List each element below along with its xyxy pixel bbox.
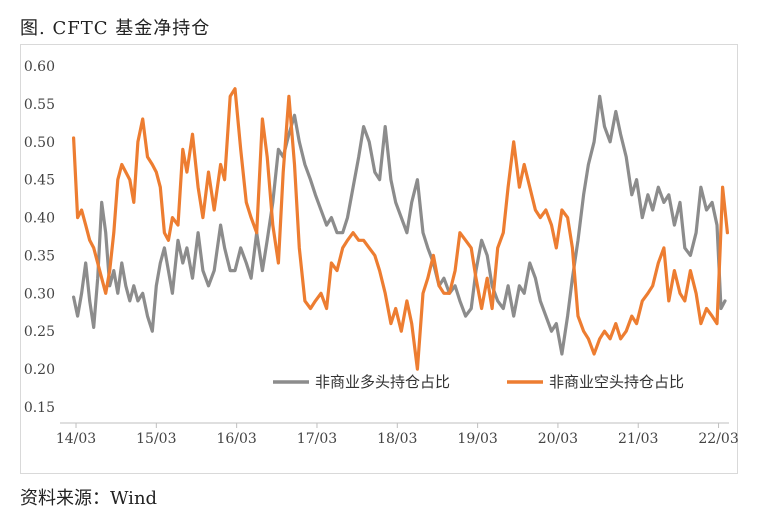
y-tick-label: 0.35 (24, 248, 55, 264)
legend-label: 非商业多头持仓占比 (315, 373, 450, 391)
y-tick-label: 0.25 (24, 324, 55, 340)
x-tick-label: 14/03 (56, 431, 96, 447)
series-line-long (72, 94, 727, 356)
y-tick-label: 0.50 (24, 135, 55, 151)
x-tick-label: 17/03 (297, 431, 337, 447)
y-tick-label: 0.30 (24, 286, 55, 302)
x-tick-label: 22/03 (698, 431, 738, 447)
y-tick-label: 0.15 (24, 400, 55, 416)
legend-label: 非商业空头持仓占比 (549, 373, 684, 391)
x-tick-label: 15/03 (136, 431, 176, 447)
x-tick-label: 18/03 (377, 431, 417, 447)
y-tick-label: 0.55 (24, 97, 55, 113)
series-line-short (72, 87, 729, 371)
chart-frame: 0.15 0.20 0.25 0.30 0.35 0.40 0.45 0.50 0.55 0.60… (20, 44, 739, 474)
y-tick-label: 0.40 (24, 211, 55, 227)
x-tick-label: 16/03 (216, 431, 256, 447)
figure-title: 图. CFTC 基金净持仓 (20, 18, 211, 39)
x-tick-label: 21/03 (618, 431, 658, 447)
y-axis-tick-labels: 0.15 0.20 0.25 0.30 0.35 0.40 0.45 0.50 0.55 0.60 (24, 59, 55, 416)
x-axis: 14/03 15/03 16/03 17/03 18/03 19/03 20/03 21/03… (56, 422, 739, 447)
source-note: 资料来源：Wind (20, 488, 158, 509)
x-tick-label: 19/03 (457, 431, 497, 447)
y-tick-label: 0.60 (24, 59, 55, 75)
y-tick-label: 0.45 (24, 173, 55, 189)
line-chart: 0.15 0.20 0.25 0.30 0.35 0.40 0.45 0.50 0.55 0.60… (24, 59, 739, 447)
y-tick-label: 0.20 (24, 362, 55, 378)
legend: 非商业多头持仓占比 非商业空头持仓占比 (273, 373, 684, 391)
series-lines (72, 87, 729, 371)
x-tick-label: 20/03 (538, 431, 578, 447)
